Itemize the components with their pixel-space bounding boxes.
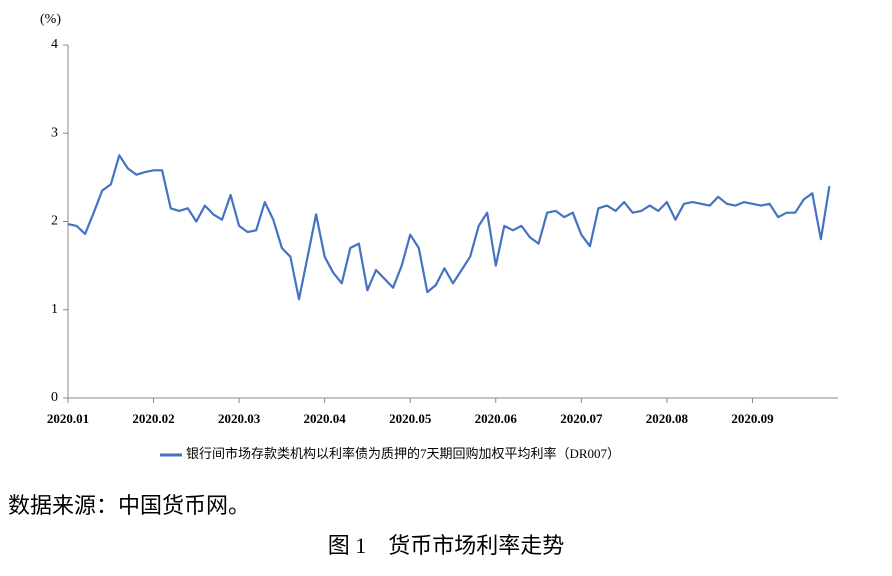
legend-label: 银行间市场存款类机构以利率债为质押的7天期回购加权平均利率（DR007）: [186, 446, 620, 461]
x-tick-label: 2020.07: [560, 411, 603, 426]
series-line: [67, 154, 831, 301]
x-tick-label: 2020.08: [646, 411, 689, 426]
y-tick-label: 2: [51, 214, 58, 229]
y-tick-label: 4: [51, 37, 58, 52]
y-tick-label: 0: [51, 390, 58, 405]
x-tick-label: 2020.02: [132, 411, 174, 426]
y-unit-label: (%): [40, 12, 61, 27]
y-tick-label: 3: [51, 125, 58, 140]
x-tick-label: 2020.06: [475, 411, 518, 426]
x-tick-label: 2020.03: [218, 411, 261, 426]
x-tick-label: 2020.04: [304, 411, 347, 426]
y-tick-label: 1: [51, 302, 58, 317]
x-tick-label: 2020.09: [731, 411, 774, 426]
x-tick-label: 2020.01: [47, 411, 89, 426]
source: 数据来源：中国货币网。: [8, 493, 250, 518]
caption: 图 1 货币市场利率走势: [328, 533, 565, 558]
x-tick-label: 2020.05: [389, 411, 432, 426]
